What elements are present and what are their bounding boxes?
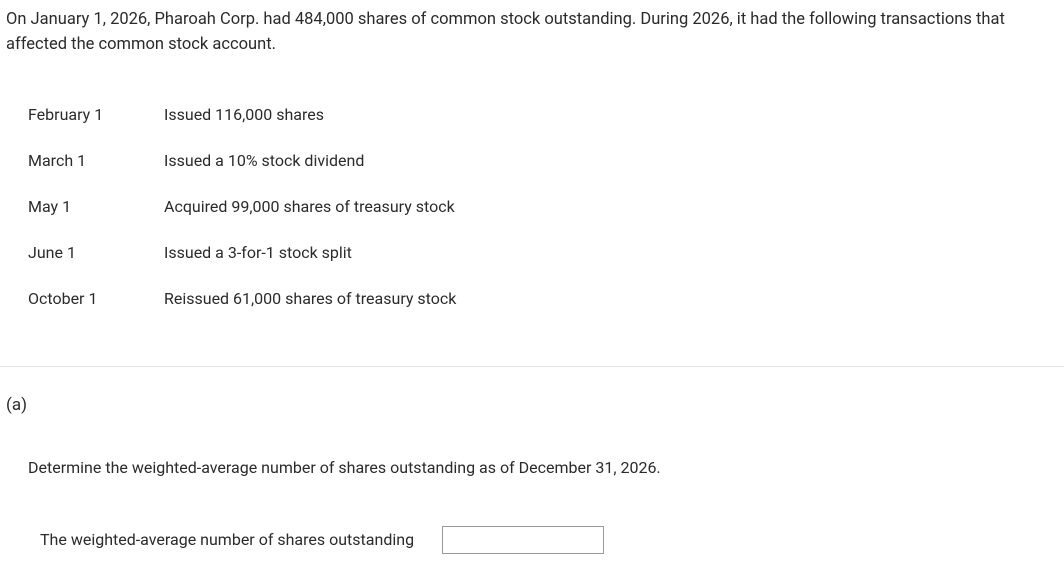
transactions-table: February 1 Issued 116,000 shares March 1…: [0, 76, 1064, 350]
transaction-date: February 1: [28, 103, 164, 127]
table-row: February 1 Issued 116,000 shares: [28, 92, 1058, 138]
transaction-description: Reissued 61,000 shares of treasury stock: [164, 287, 456, 311]
problem-intro: On January 1, 2026, Pharoah Corp. had 48…: [0, 0, 1064, 76]
question-text: Determine the weighted-average number of…: [0, 440, 1064, 508]
transaction-date: March 1: [28, 149, 164, 173]
table-row: October 1 Reissued 61,000 shares of trea…: [28, 276, 1058, 322]
transaction-date: May 1: [28, 195, 164, 219]
answer-row: The weighted-average number of shares ou…: [0, 508, 1064, 572]
table-row: May 1 Acquired 99,000 shares of treasury…: [28, 184, 1058, 230]
transaction-description: Issued a 10% stock dividend: [164, 149, 364, 173]
transaction-description: Issued a 3-for-1 stock split: [164, 241, 352, 265]
transaction-date: October 1: [28, 287, 164, 311]
transaction-description: Acquired 99,000 shares of treasury stock: [164, 195, 455, 219]
answer-label: The weighted-average number of shares ou…: [40, 528, 414, 552]
answer-input[interactable]: [442, 526, 604, 554]
transaction-description: Issued 116,000 shares: [164, 103, 324, 127]
table-row: June 1 Issued a 3-for-1 stock split: [28, 230, 1058, 276]
part-label: (a): [0, 367, 1064, 441]
table-row: March 1 Issued a 10% stock dividend: [28, 138, 1058, 184]
transaction-date: June 1: [28, 241, 164, 265]
